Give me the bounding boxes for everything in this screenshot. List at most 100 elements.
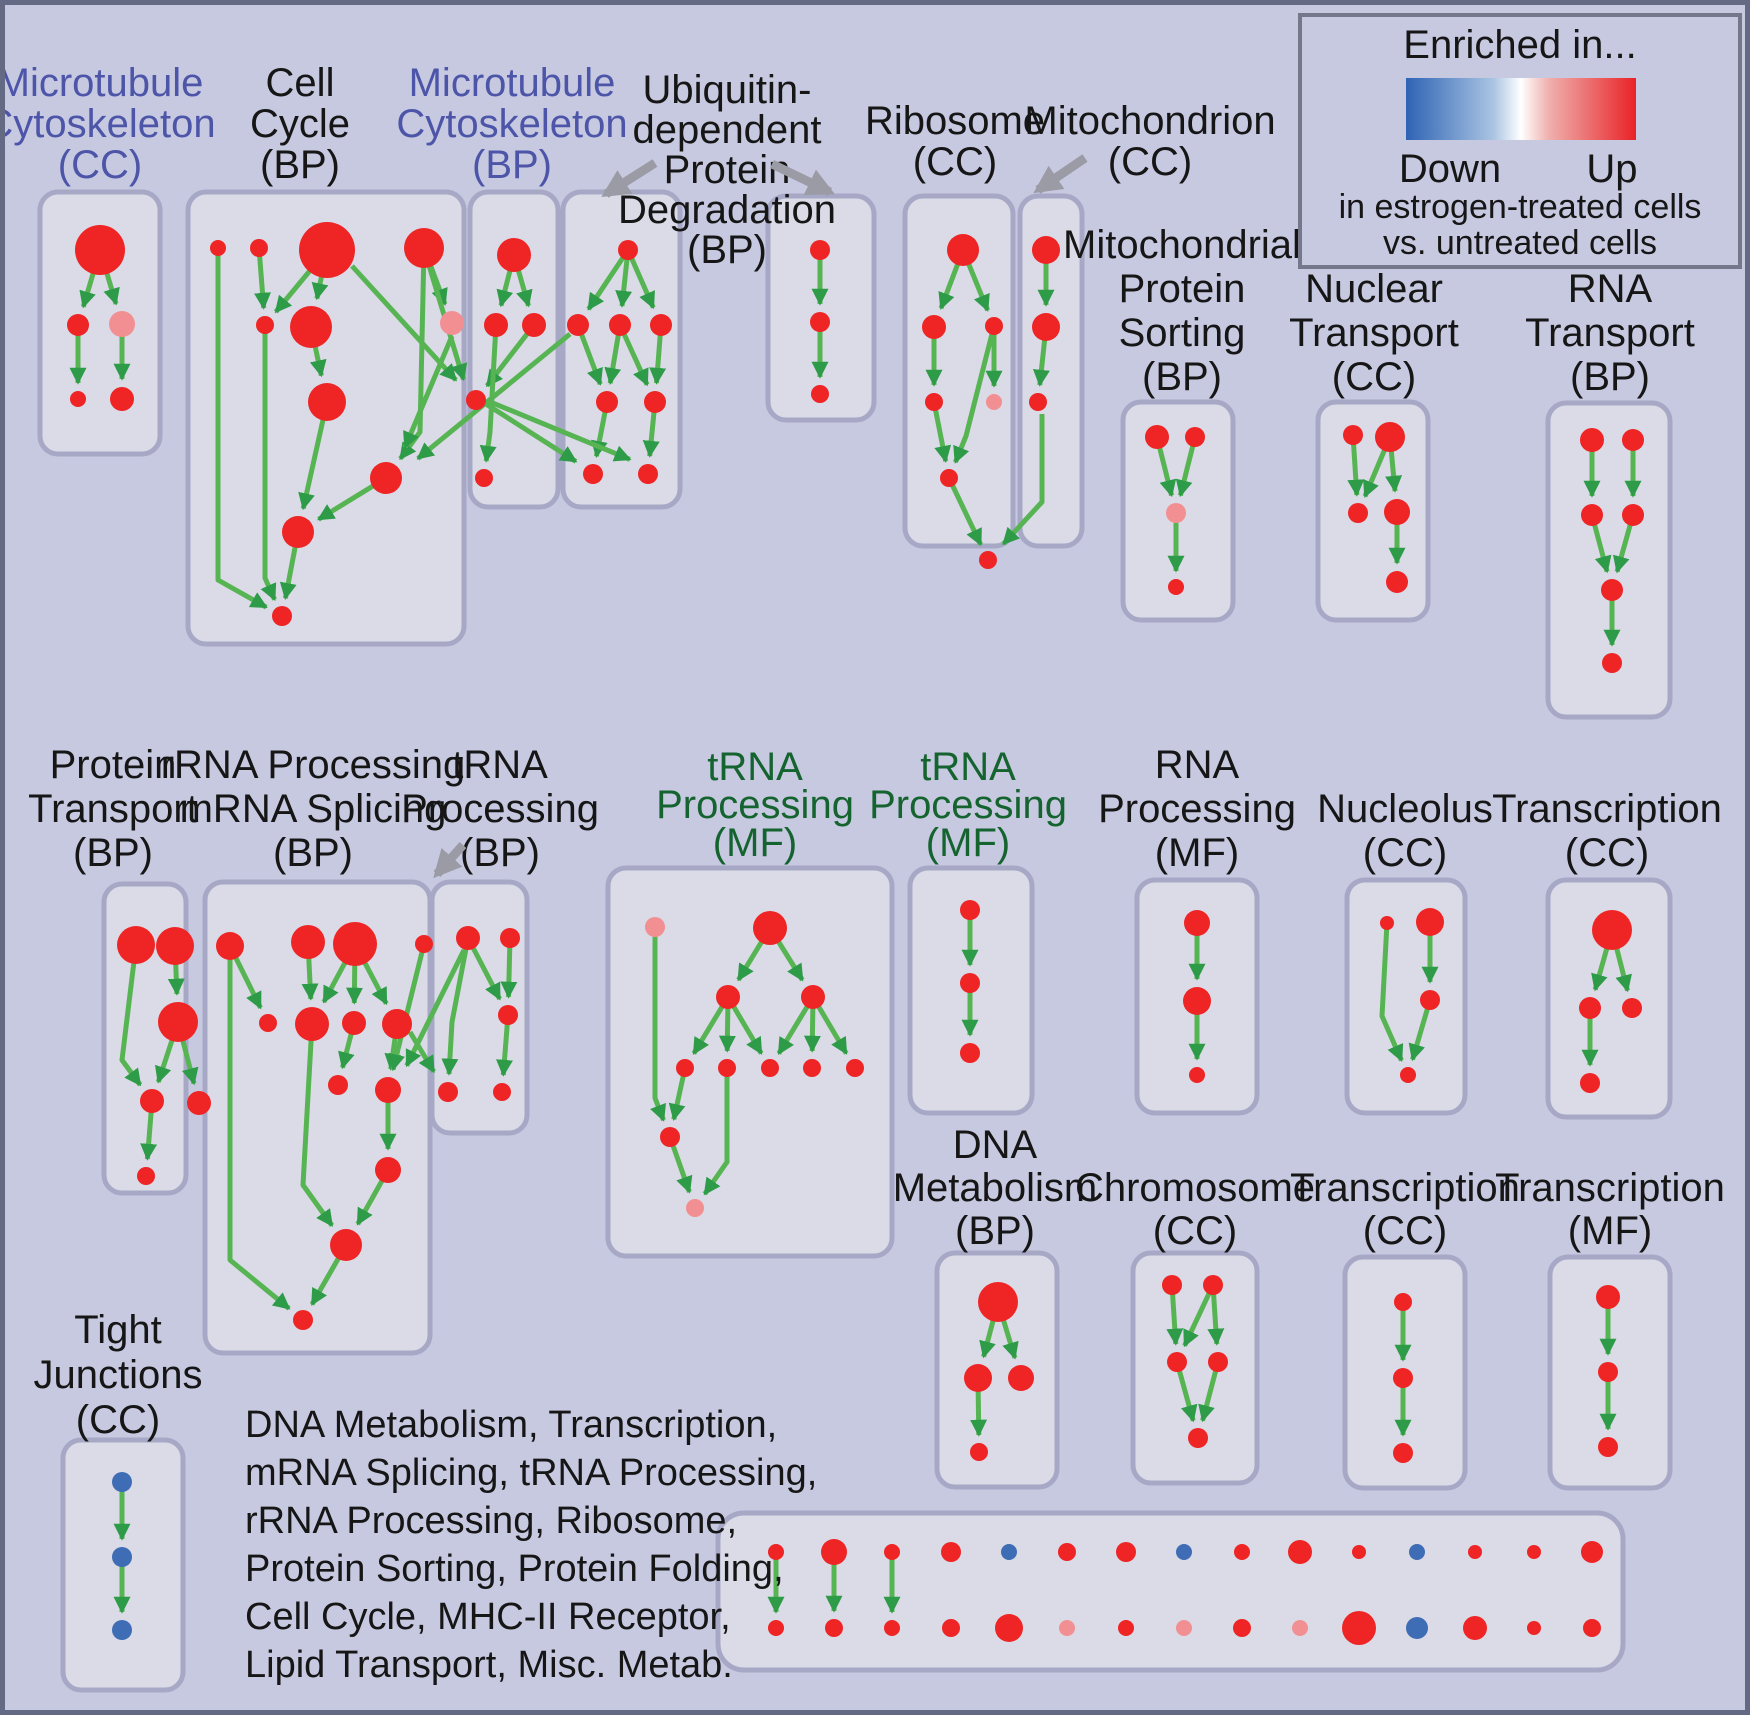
cross-edge [402,335,455,449]
label-pointer-arrow [1033,154,1088,194]
node-red [1233,1619,1251,1637]
transcription-mf-label: Transcription (MF) [1495,1166,1725,1253]
node-red [1189,1067,1205,1083]
node-red [1393,1443,1413,1463]
edge [1175,436,1198,498]
node-red [922,315,946,339]
node-red [768,1544,784,1560]
cluster-box-dna-metabolism-bp [934,1250,1060,1490]
node-red [884,1544,900,1560]
edge [1408,999,1433,1062]
node-red [1185,427,1205,447]
node-red [1168,579,1184,595]
cross-edge [484,401,578,464]
cluster-box-mixed-categories [715,1510,1626,1673]
ribosome-cc-label: Ribosome (CC) [865,99,1045,184]
node-red [117,926,155,964]
node-red [140,1089,164,1113]
edge [586,248,631,311]
nodes-layer [67,222,1644,1645]
node-red [1145,425,1169,449]
cluster-box-chromosome-cc [1130,1250,1260,1486]
legend-caption: in estrogen-treated cells vs. untreated c… [1339,188,1702,262]
node-red [375,1077,401,1103]
node-red [650,314,672,336]
edge [946,476,983,547]
node-red [947,234,979,266]
edge [479,324,499,463]
chromosome-cc-label: Chromosome (CC) [1075,1166,1315,1253]
node-red [1342,1611,1376,1645]
node-red [293,1310,313,1330]
legend-box [1298,13,1742,269]
node-red [308,383,346,421]
edge [496,1014,513,1077]
ubiquitin-dependent-protein-degradation-bp-label: Ubiquitin-dependent Protein Degradation (BP… [618,68,836,272]
microtubule-cytoskeleton-cc-label: Microtubule Cytoskeleton (CC) [0,61,216,187]
node-red [1596,1285,1620,1309]
edge [1379,922,1404,1062]
edge [953,325,997,464]
label-pointer-arrow [770,159,836,197]
cluster-box-ubiquitin-dependent-protein-degradation-bp [560,189,683,510]
cross-edge [404,948,467,1068]
node-red [638,464,658,484]
node-red [596,391,618,413]
node-red [484,313,508,337]
edge [254,247,271,310]
node-red [1188,1428,1208,1448]
node-red [75,225,125,275]
node-red [940,469,958,487]
edge [931,401,952,463]
node-red [978,1282,1018,1322]
node-red [404,228,444,268]
label-pointer-arrow [433,841,467,879]
transcription-cc-lower-label: Transcription (CC) [1290,1166,1520,1253]
node-pink [109,311,135,337]
cross-edge [1001,414,1045,546]
node-red [522,313,546,337]
node-red [1234,1544,1250,1560]
node-red [1598,1437,1618,1457]
node-pink [1166,503,1186,523]
node-red [583,464,603,484]
node-red [272,606,292,626]
node-red [803,1059,821,1077]
node-red [1167,1352,1187,1372]
rna-transport-bp-label: RNA Transport (BP) [1525,267,1695,399]
protein-transport-bp-label: Protein Transport (BP) [28,743,198,875]
edge [650,927,666,1122]
node-red [1386,571,1408,593]
node-red [1601,579,1623,601]
tight-junctions-cc-label: Tight Junctions (CC) [34,1308,203,1442]
node-red [342,1011,366,1035]
node-red [1184,910,1210,936]
node-red [1598,1362,1618,1382]
node-pink [686,1199,704,1217]
node-red [821,1539,847,1565]
edge [300,1023,335,1227]
mitochondrial-protein-sorting-bp-label: Mitochondrial Protein Sorting (BP) [1063,223,1301,399]
node-red [256,316,274,334]
node-red [960,1043,980,1063]
node-red [216,932,244,960]
dna-metabolism-bp-label: DNA Metabolism (BP) [893,1123,1098,1253]
legend-down-label: Down [1399,147,1501,191]
node-red [1352,1545,1366,1559]
node-red [250,239,268,257]
node-red [1032,313,1060,341]
node-red [295,1007,329,1041]
edge [441,937,471,1076]
node-red [1394,1293,1412,1311]
node-red [1203,1275,1223,1295]
node-blue [1406,1617,1428,1639]
node-red [1580,1073,1600,1093]
edge [625,248,656,310]
node-red [1602,653,1622,673]
cross-edge [350,264,458,382]
node-pink [645,917,665,937]
node-red [846,1059,864,1077]
node-red [282,516,314,548]
